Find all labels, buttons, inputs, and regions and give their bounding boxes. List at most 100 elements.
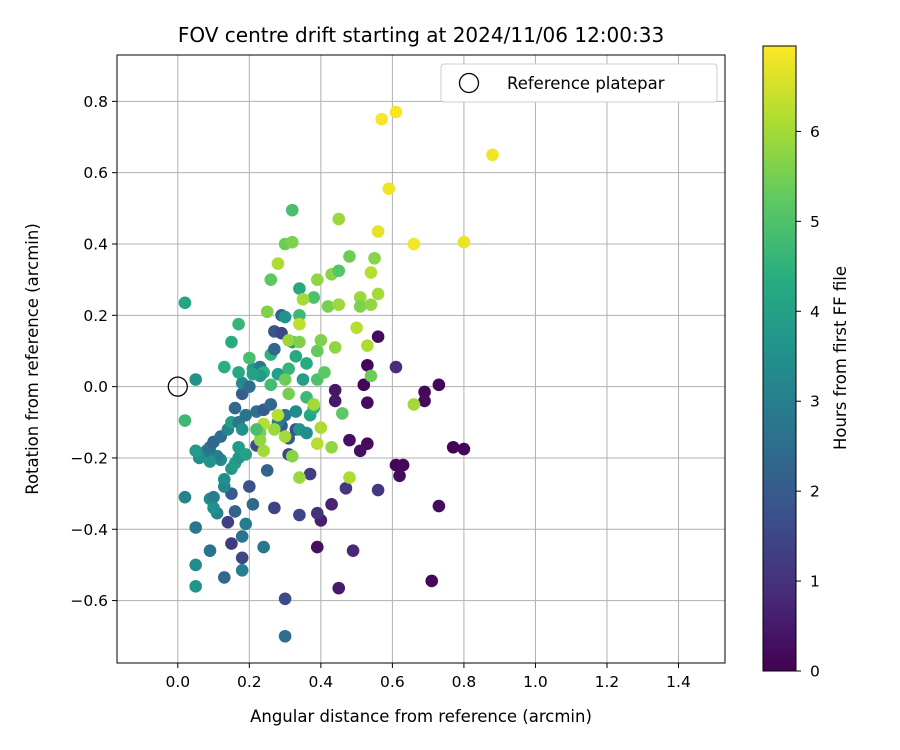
data-point: [285, 235, 299, 249]
data-point: [285, 203, 299, 217]
data-point: [293, 317, 306, 331]
y-tick-label: 0.2: [83, 307, 108, 325]
data-point: [217, 571, 231, 584]
data-point: [296, 373, 310, 386]
data-point: [321, 300, 335, 313]
data-point: [332, 212, 346, 226]
data-point: [407, 398, 421, 411]
data-point: [300, 426, 313, 440]
data-point: [189, 521, 202, 534]
data-point: [207, 490, 220, 504]
y-tick-label: 0.4: [83, 235, 108, 253]
data-points: [178, 105, 499, 643]
data-point: [282, 387, 295, 401]
data-point: [353, 291, 367, 304]
data-point: [243, 380, 256, 393]
data-point: [264, 398, 278, 411]
data-point: [260, 464, 274, 477]
y-axis-ticks: −0.6 −0.4 −0.2 0.0 0.2 0.4 0.6 0.8: [70, 93, 117, 610]
data-point: [368, 251, 381, 265]
data-point: [246, 498, 260, 511]
colorbar-ticks: 0 1 2 3 4 5 6: [796, 123, 820, 681]
x-tick-label: 1.2: [595, 673, 620, 691]
data-point: [285, 449, 299, 463]
data-point: [189, 580, 202, 593]
data-point: [314, 333, 328, 347]
legend-reference-marker: [458, 72, 480, 94]
data-point: [361, 358, 374, 372]
y-tick-label: 0.0: [83, 378, 108, 396]
x-tick-label: 0.0: [165, 673, 190, 691]
data-point: [253, 433, 267, 447]
data-point: [189, 558, 202, 572]
data-point: [293, 508, 306, 522]
data-point: [371, 287, 385, 301]
colorbar-tick-label: 0: [810, 663, 820, 681]
colorbar-gradient: [762, 45, 797, 672]
legend-label: Reference platepar: [507, 74, 665, 93]
data-point: [350, 321, 363, 335]
data-point: [189, 373, 202, 386]
data-point: [328, 383, 342, 397]
data-point: [382, 182, 396, 196]
x-tick-label: 0.4: [309, 673, 334, 691]
data-point: [278, 310, 292, 324]
data-point: [217, 360, 231, 374]
data-point: [310, 506, 324, 520]
data-point: [178, 414, 192, 427]
data-point: [371, 483, 385, 497]
data-point: [343, 471, 356, 484]
data-point: [307, 398, 321, 411]
data-point: [264, 273, 278, 286]
data-point: [318, 366, 331, 379]
data-point: [343, 433, 356, 447]
data-point: [203, 455, 217, 468]
data-point: [364, 369, 378, 383]
y-tick-label: −0.4: [70, 521, 108, 539]
data-point: [446, 440, 460, 454]
data-point: [375, 112, 388, 126]
data-point: [235, 423, 249, 436]
data-point: [310, 437, 324, 450]
data-point: [235, 530, 249, 543]
data-point: [346, 544, 360, 557]
colorbar-tick-label: 5: [810, 213, 820, 231]
data-point: [418, 385, 431, 399]
data-point: [418, 394, 431, 408]
data-point: [278, 592, 292, 606]
data-point: [239, 408, 253, 422]
data-point: [268, 501, 281, 515]
colorbar-tick-label: 6: [810, 123, 820, 141]
y-axis-label: Rotation from reference (arcmin): [23, 223, 42, 495]
data-point: [260, 305, 274, 319]
data-point: [361, 437, 374, 450]
data-point: [425, 574, 439, 588]
data-point: [203, 544, 217, 557]
data-point: [407, 237, 421, 251]
data-point: [432, 378, 446, 392]
colorbar-tick-label: 4: [810, 303, 820, 321]
data-point: [225, 335, 238, 349]
data-point: [332, 298, 346, 311]
data-point: [239, 448, 253, 461]
data-point: [278, 373, 292, 386]
x-tick-label: 0.8: [452, 673, 477, 691]
x-tick-label: 0.2: [237, 673, 262, 691]
colorbar-label: Hours from first FF file: [831, 266, 850, 450]
data-point: [243, 351, 256, 365]
data-point: [232, 317, 245, 331]
data-point: [235, 563, 249, 577]
data-point: [371, 225, 385, 238]
data-point: [307, 291, 321, 304]
data-point: [328, 394, 342, 408]
y-tick-label: 0.8: [83, 93, 108, 111]
colorbar-tick-label: 3: [810, 393, 820, 411]
data-point: [393, 469, 406, 483]
data-point: [303, 467, 317, 481]
data-point: [293, 335, 306, 349]
data-point: [271, 257, 285, 270]
data-point: [268, 423, 281, 436]
legend: Reference platepar: [440, 63, 718, 103]
data-point: [325, 440, 338, 454]
